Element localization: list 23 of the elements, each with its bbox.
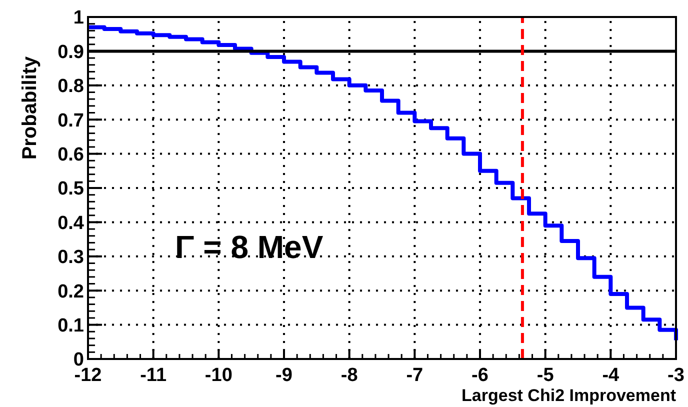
annotation: Γ = 8 MeV bbox=[175, 229, 324, 265]
y-tick-label: 0.2 bbox=[58, 281, 84, 302]
y-tick-label: 0.5 bbox=[58, 178, 84, 200]
y-tick-label: 1 bbox=[73, 8, 84, 29]
y-tick-label: 0.8 bbox=[58, 76, 84, 98]
x-tick-label: -4 bbox=[602, 365, 620, 386]
x-tick-label: -9 bbox=[276, 365, 292, 386]
y-tick-label: 0.9 bbox=[58, 42, 84, 63]
x-axis-title: Largest Chi2 Improvement bbox=[462, 386, 676, 405]
y-tick-label: 0.4 bbox=[58, 212, 84, 234]
x-tick-label: -7 bbox=[406, 365, 424, 386]
x-tick-label: -6 bbox=[472, 365, 488, 386]
y-tick-label: 0.6 bbox=[58, 144, 84, 166]
y-tick-label: 0.1 bbox=[58, 315, 84, 336]
y-axis-title: Probability bbox=[19, 55, 41, 160]
y-tick-label: 0.3 bbox=[58, 247, 84, 268]
x-tick-label: -10 bbox=[204, 365, 232, 386]
x-tick-label: -11 bbox=[140, 365, 167, 386]
x-tick-label: -8 bbox=[340, 365, 358, 386]
x-tick-label: -12 bbox=[74, 365, 102, 386]
x-tick-label: -3 bbox=[668, 365, 684, 386]
x-tick-label: -5 bbox=[536, 365, 554, 386]
y-tick-label: 0.7 bbox=[58, 110, 84, 132]
